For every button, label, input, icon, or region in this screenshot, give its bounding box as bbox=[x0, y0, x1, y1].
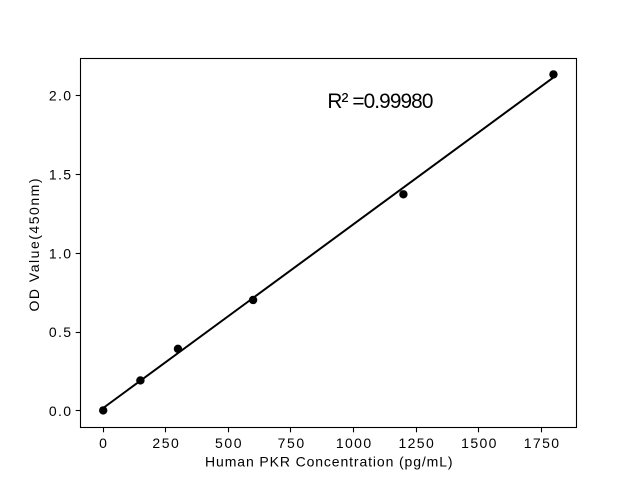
svg-text:0.5: 0.5 bbox=[49, 324, 71, 340]
svg-text:2.0: 2.0 bbox=[49, 88, 71, 104]
svg-text:1250: 1250 bbox=[398, 435, 434, 451]
svg-text:OD Value(450nm): OD Value(450nm) bbox=[26, 179, 42, 312]
svg-text:1.0: 1.0 bbox=[49, 245, 71, 261]
svg-text:250: 250 bbox=[152, 435, 179, 451]
svg-text:500: 500 bbox=[215, 435, 242, 451]
svg-text:R² =0.99980: R² =0.99980 bbox=[327, 90, 433, 113]
svg-text:0.0: 0.0 bbox=[49, 403, 71, 419]
svg-text:1750: 1750 bbox=[524, 435, 560, 451]
svg-text:750: 750 bbox=[278, 435, 305, 451]
svg-text:1000: 1000 bbox=[336, 435, 372, 451]
svg-text:1500: 1500 bbox=[461, 435, 497, 451]
svg-text:1.5: 1.5 bbox=[49, 166, 71, 182]
svg-text:Human PKR Concentration (pg/mL: Human PKR Concentration (pg/mL) bbox=[205, 453, 453, 469]
svg-text:0: 0 bbox=[99, 435, 107, 451]
